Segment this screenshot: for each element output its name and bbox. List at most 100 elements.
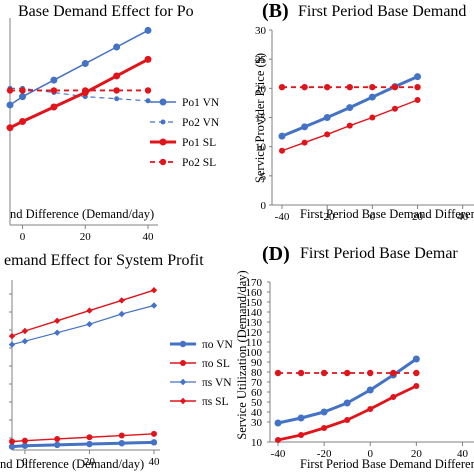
x-tick-label: 0	[367, 448, 373, 460]
x-tick-label: 40	[457, 211, 469, 223]
data-point	[412, 355, 420, 363]
data-point	[297, 414, 305, 422]
data-point	[413, 369, 420, 377]
series-line	[11, 289, 155, 337]
y-tick-label: 0	[261, 200, 267, 212]
y-tick-label: 10	[251, 437, 263, 449]
panel-letter: (B)	[262, 0, 289, 22]
data-point	[144, 87, 152, 94]
data-point	[19, 118, 27, 125]
y-tick-label: 150	[246, 297, 263, 309]
legend-label: πs VN	[202, 377, 232, 389]
data-point	[19, 93, 27, 101]
data-point	[278, 83, 286, 91]
series-line	[11, 440, 155, 449]
legend-label: Po2 SL	[182, 157, 216, 169]
data-point	[414, 97, 421, 103]
data-point	[53, 441, 61, 449]
y-tick-label: 60	[251, 387, 263, 399]
data-point	[113, 43, 121, 51]
legend-label: Po1 SL	[182, 137, 216, 149]
x-tick-label: 40	[457, 448, 469, 460]
y-tick-label: 110	[246, 337, 263, 349]
data-point	[144, 55, 152, 63]
data-point	[6, 124, 14, 132]
data-point	[346, 104, 354, 112]
series-2	[275, 383, 420, 443]
y-tick-label: 50	[251, 397, 263, 409]
x-tick-label: -20	[320, 211, 335, 223]
y-tick-label: 30	[255, 25, 267, 37]
data-point	[321, 425, 328, 431]
data-point	[323, 114, 331, 121]
data-point	[53, 329, 61, 336]
data-point	[298, 432, 305, 438]
data-point	[114, 96, 120, 102]
y-tick-label: 120	[246, 327, 263, 339]
y-axis-label: Service Utilization (Demand/day)	[235, 270, 249, 439]
data-point	[19, 87, 26, 94]
data-point	[50, 87, 58, 94]
data-point	[86, 434, 93, 441]
data-point	[150, 302, 158, 309]
chart-title: First Period Base Demar	[300, 245, 458, 262]
series-line	[9, 29, 149, 106]
data-point	[118, 432, 125, 439]
data-point	[390, 394, 397, 400]
series-2	[279, 97, 421, 154]
x-tick-label: 20	[411, 448, 423, 460]
x-tick-label: 20	[412, 211, 424, 223]
data-point	[118, 310, 125, 318]
data-point	[320, 408, 328, 416]
data-point	[6, 101, 14, 109]
chart-title: Base Demand Effect for Po	[18, 3, 194, 20]
data-point	[50, 76, 58, 84]
series-line	[11, 304, 155, 346]
data-point	[367, 369, 374, 377]
data-point	[274, 369, 282, 377]
legend-swatch-marker	[179, 378, 187, 386]
x-tick-label: 0	[20, 231, 26, 243]
series-line	[9, 58, 149, 130]
data-point	[9, 438, 15, 445]
chart-panel-d: (D) First Period Base Demar -40 -20 0 20 40 10 3…	[235, 243, 474, 471]
data-point	[323, 83, 331, 91]
data-point	[414, 73, 422, 81]
data-point	[6, 87, 14, 94]
y-tick-label: 20	[255, 83, 267, 95]
x-axis-label: First Period Base Demand Difference	[300, 457, 474, 471]
legend-swatch-marker	[179, 340, 187, 348]
data-point	[21, 437, 28, 444]
series-3	[274, 369, 420, 377]
data-point	[343, 369, 351, 377]
data-point	[86, 440, 93, 448]
series-line	[277, 357, 418, 425]
data-point	[150, 287, 158, 294]
data-point	[413, 383, 420, 389]
y-tick-label: 15	[255, 113, 267, 125]
data-point	[81, 60, 89, 68]
data-point	[113, 87, 120, 94]
series-1	[6, 26, 152, 109]
data-point	[344, 417, 351, 423]
chart-panel-c: emand Effect for System Profit 0 20 40 nd Di…	[0, 252, 234, 471]
panel-letter: (D)	[262, 243, 290, 265]
data-point	[8, 443, 16, 450]
legend-label: πo VN	[202, 339, 234, 351]
y-tick-label: 40	[251, 407, 263, 419]
legend-label: Po2 VN	[182, 117, 220, 129]
chart-title: First Period Base Demand	[298, 3, 466, 20]
y-tick-label: 90	[251, 357, 263, 369]
data-point	[346, 83, 353, 91]
series-line	[277, 384, 417, 442]
series-4	[8, 287, 158, 340]
data-point	[151, 430, 157, 437]
data-point	[274, 419, 282, 427]
legend-label: Po1 VN	[182, 97, 220, 109]
y-tick-label: 80	[251, 367, 263, 379]
series-3	[278, 83, 421, 91]
chart-panel-a: Base Demand Effect for Po 0 20 40 nd Differe…	[6, 3, 220, 243]
data-point	[301, 139, 308, 146]
y-tick-label: 100	[246, 347, 263, 359]
data-point	[369, 83, 376, 91]
